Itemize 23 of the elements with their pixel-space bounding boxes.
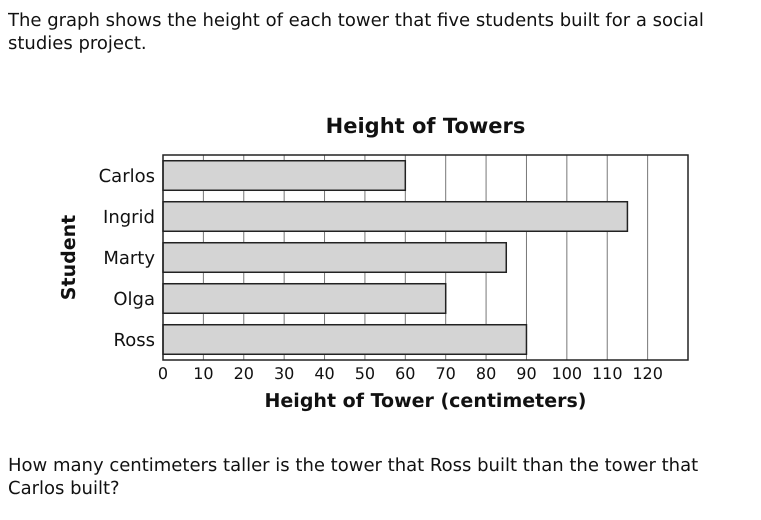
y-tick-label: Carlos bbox=[98, 166, 155, 187]
x-tick-label: 120 bbox=[632, 364, 663, 383]
x-tick-label: 40 bbox=[314, 364, 335, 383]
x-tick-label: 50 bbox=[354, 364, 376, 383]
x-axis-title: Height of Tower (centimeters) bbox=[264, 390, 586, 412]
y-tick-label: Ingrid bbox=[103, 206, 155, 228]
y-axis-title: Student bbox=[58, 214, 80, 300]
text: How many centimeters taller is the tower that Ross built than the tower that Carlos built? bbox=[8, 455, 698, 499]
x-tick-label: 70 bbox=[436, 364, 456, 383]
text: The graph shows the height of each tower that five students built for a social studies project. bbox=[7, 10, 704, 54]
x-tick-label: 100 bbox=[552, 364, 582, 383]
x-tick-label: 80 bbox=[476, 364, 496, 383]
x-tick-label: 60 bbox=[395, 364, 416, 383]
x-tick-label: 0 bbox=[158, 364, 168, 383]
y-tick-label: Ross bbox=[114, 330, 155, 351]
y-tick-label: Olga bbox=[113, 288, 155, 310]
chart-title: Height of Towers bbox=[326, 114, 526, 138]
y-tick-label: Marty bbox=[103, 248, 156, 269]
x-tick-label: 30 bbox=[274, 364, 294, 383]
x-tick-label: 90 bbox=[516, 364, 537, 383]
x-tick-label: 110 bbox=[592, 364, 623, 383]
x-tick-label: 10 bbox=[193, 364, 214, 383]
x-tick-label: 20 bbox=[234, 364, 254, 383]
